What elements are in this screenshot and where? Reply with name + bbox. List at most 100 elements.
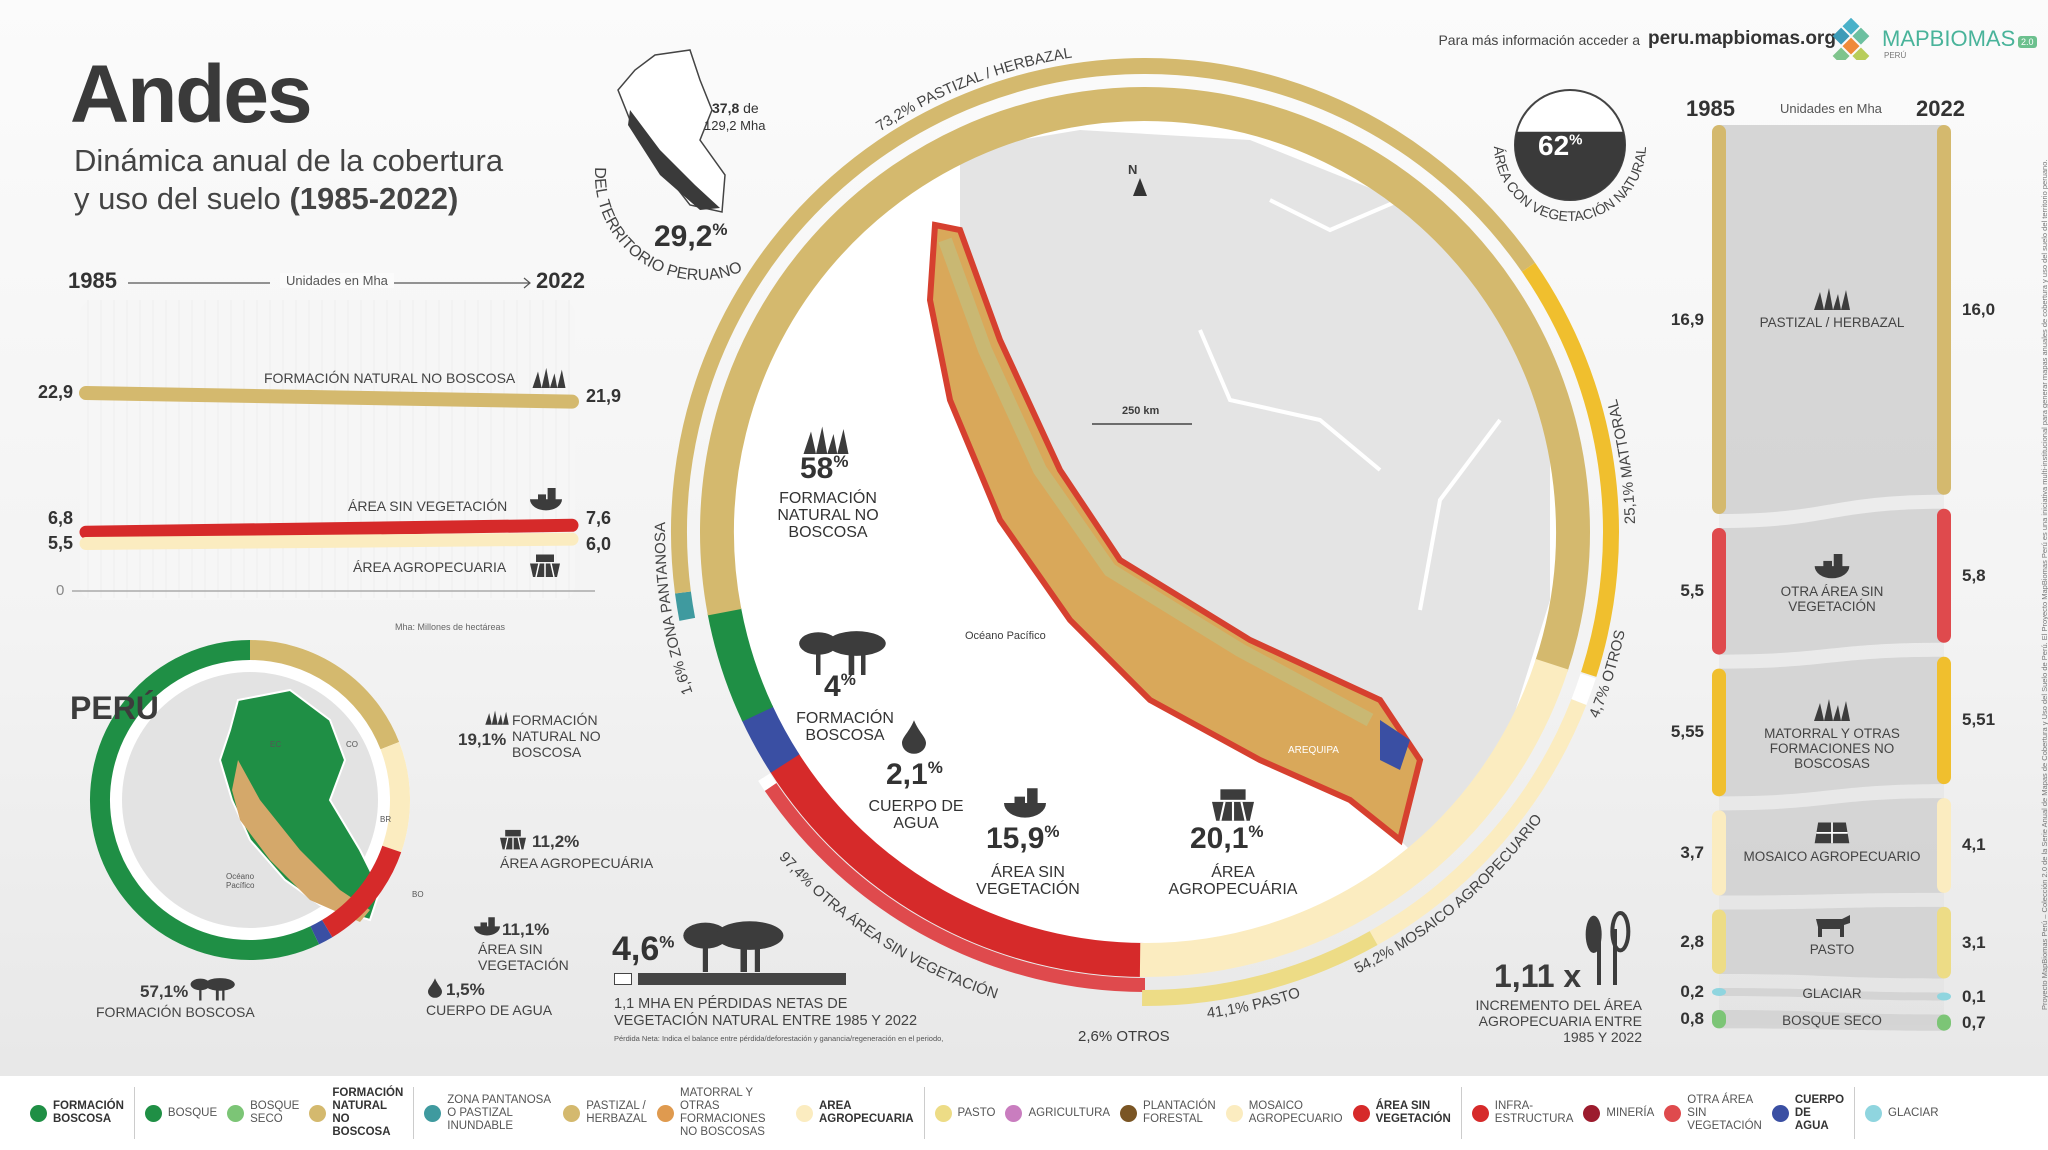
page-title: Andes xyxy=(70,49,313,140)
arrow-head xyxy=(523,277,531,289)
legend-label: FORMACIÓN BOSCOSA xyxy=(53,1100,124,1125)
series-line-2 xyxy=(79,518,579,539)
pct-value: 15,9 xyxy=(986,822,1045,855)
subtitle-line2: y uso del suelo xyxy=(74,181,281,216)
ring-label: FORMACIÓN NATURAL NO BOSCOSA xyxy=(777,490,879,541)
city-label: AREQUIPA xyxy=(1288,745,1339,756)
agri-value: 1,11 x xyxy=(1494,958,1582,994)
value-1985: 16,9 xyxy=(1670,309,1704,329)
grass-icon xyxy=(1812,285,1852,311)
ring-pct: 58% xyxy=(800,452,849,485)
bar-1985 xyxy=(1712,125,1726,515)
bar-2022 xyxy=(1937,125,1951,495)
grass-icon xyxy=(530,366,568,388)
site-link[interactable]: peru.mapbiomas.org xyxy=(1648,28,1836,49)
peru-label: CUERPO DE AGUA xyxy=(426,1002,553,1018)
legend-item: GLACIAR xyxy=(1865,1104,1939,1122)
legend-label: CUERPO DE AGUA xyxy=(1794,1093,1845,1132)
legend-divider xyxy=(413,1087,415,1139)
bar-1985 xyxy=(1712,810,1726,896)
legend-swatch xyxy=(1865,1104,1883,1122)
legend-swatch xyxy=(309,1104,327,1122)
legend-label: AREA AGROPECUARIA xyxy=(818,1100,914,1125)
line-chart xyxy=(72,277,595,600)
value-1985: 5,55 xyxy=(1670,722,1704,742)
pct-value: 4 xyxy=(824,670,841,703)
legend-divider xyxy=(1854,1087,1856,1139)
legend-divider xyxy=(133,1087,135,1139)
agri-line2: AGROPECUARIA ENTRE 1985 Y 2022 xyxy=(1478,1013,1642,1045)
loss-bar-fill xyxy=(614,973,632,985)
series-end-label: 21,9 xyxy=(586,386,622,406)
peru-label: ÁREA SIN VEGETACIÓN xyxy=(478,941,569,973)
legend-label: MINERÍA xyxy=(1606,1106,1655,1119)
ring-pct: 20,1% xyxy=(1190,822,1264,855)
gauge-value: 62 xyxy=(1538,130,1570,161)
linechart-footnote: Mha: Millones de hectáreas xyxy=(395,622,506,632)
territory-mha: 37,8 xyxy=(712,100,740,116)
legend-swatch xyxy=(1005,1104,1023,1122)
legend-item: INFRA-ESTRUCTURA xyxy=(1471,1100,1573,1126)
peru-ring-segment xyxy=(249,640,400,750)
pct-sign: % xyxy=(659,932,675,952)
loss-pct: 4,6% xyxy=(612,930,674,969)
ring-label: FORMACIÓN BOSCOSA xyxy=(796,710,894,744)
legend: FORMACIÓN BOSCOSA BOSQUE BOSQUE SECO FORMAC… xyxy=(0,1076,2048,1150)
legend-label: FORMACIÓN NATURAL NO BOSCOSA xyxy=(332,1087,404,1138)
shrub-icon xyxy=(1812,696,1852,722)
legend-label: BOSQUE SECO xyxy=(250,1100,300,1125)
natural-gauge-pct: 62% xyxy=(1538,130,1583,162)
flow-band xyxy=(1719,1009,1944,1031)
chart-background xyxy=(80,300,575,600)
mini-andes-region xyxy=(628,110,720,210)
legend-item: PASTIZAL / HERBAZAL xyxy=(563,1100,647,1126)
sankey-row-label: MOSAICO AGROPECUARIO xyxy=(1743,849,1921,865)
value-2022: 3,1 xyxy=(1962,932,1986,952)
ring-label: ÁREA SIN VEGETACIÓN xyxy=(976,864,1080,898)
peru-ring-segment xyxy=(380,742,410,853)
grass-icon xyxy=(484,708,510,726)
peru-ring-segment xyxy=(90,640,320,960)
drop-icon xyxy=(428,978,442,998)
peru-map xyxy=(218,688,382,922)
mini-peru-map xyxy=(617,49,726,213)
peru-ring-chart xyxy=(90,640,410,960)
sankey-row-label: PASTO xyxy=(1809,942,1855,958)
linechart-year-start: 1985 xyxy=(68,268,117,293)
legend-label: ÁREA SIN VEGETACIÓN xyxy=(1375,1100,1451,1125)
mapbiomas-logo-mark xyxy=(1822,17,1880,65)
ring-label: CUERPO DE AGUA xyxy=(868,798,964,832)
value-2022: 0,1 xyxy=(1962,986,1986,1006)
legend-swatch xyxy=(1583,1104,1601,1122)
pct-value: 58 xyxy=(800,452,834,485)
peru-ring-segment xyxy=(310,920,333,945)
north-arrow-icon xyxy=(1133,178,1147,196)
ocean-label: Océano Pacífico xyxy=(226,872,255,890)
ring-subsegment xyxy=(1142,931,1378,1006)
country-label: BO xyxy=(412,890,424,899)
ring-sublabel: 2,6% OTROS xyxy=(1078,1028,1170,1045)
field-icon xyxy=(1812,819,1852,845)
sankey-year-end: 2022 xyxy=(1916,96,1965,121)
peru-pct: 11,2% xyxy=(532,832,580,851)
legend-item: OTRA ÁREA SIN VEGETACIÓN xyxy=(1664,1094,1762,1133)
legend-item: PLANTACIÓN FORESTAL xyxy=(1120,1100,1216,1126)
bar-2022 xyxy=(1937,992,1951,1001)
legend-item: PASTO xyxy=(934,1104,995,1122)
territory-pct-value: 29,2 xyxy=(654,220,713,253)
series-end-label: 6,0 xyxy=(586,534,612,554)
value-1985: 0,8 xyxy=(1680,1009,1704,1029)
legend-swatch xyxy=(424,1104,442,1122)
bar-1985 xyxy=(1712,528,1726,655)
cow-icon xyxy=(1812,912,1852,938)
info-text: Para más información acceder a xyxy=(1438,32,1640,48)
grass-icon xyxy=(798,424,854,454)
series-start-label: 22,9 xyxy=(38,382,74,402)
legend-swatch xyxy=(934,1104,952,1122)
territory-pct: 29,2% xyxy=(654,220,728,254)
sankey-year-start: 1985 xyxy=(1686,96,1735,121)
legend-swatch xyxy=(30,1104,47,1122)
bar-1985 xyxy=(1712,668,1726,797)
sankey-row-label: BOSQUE SECO xyxy=(1782,1012,1882,1028)
bar-1985 xyxy=(1712,1009,1726,1029)
